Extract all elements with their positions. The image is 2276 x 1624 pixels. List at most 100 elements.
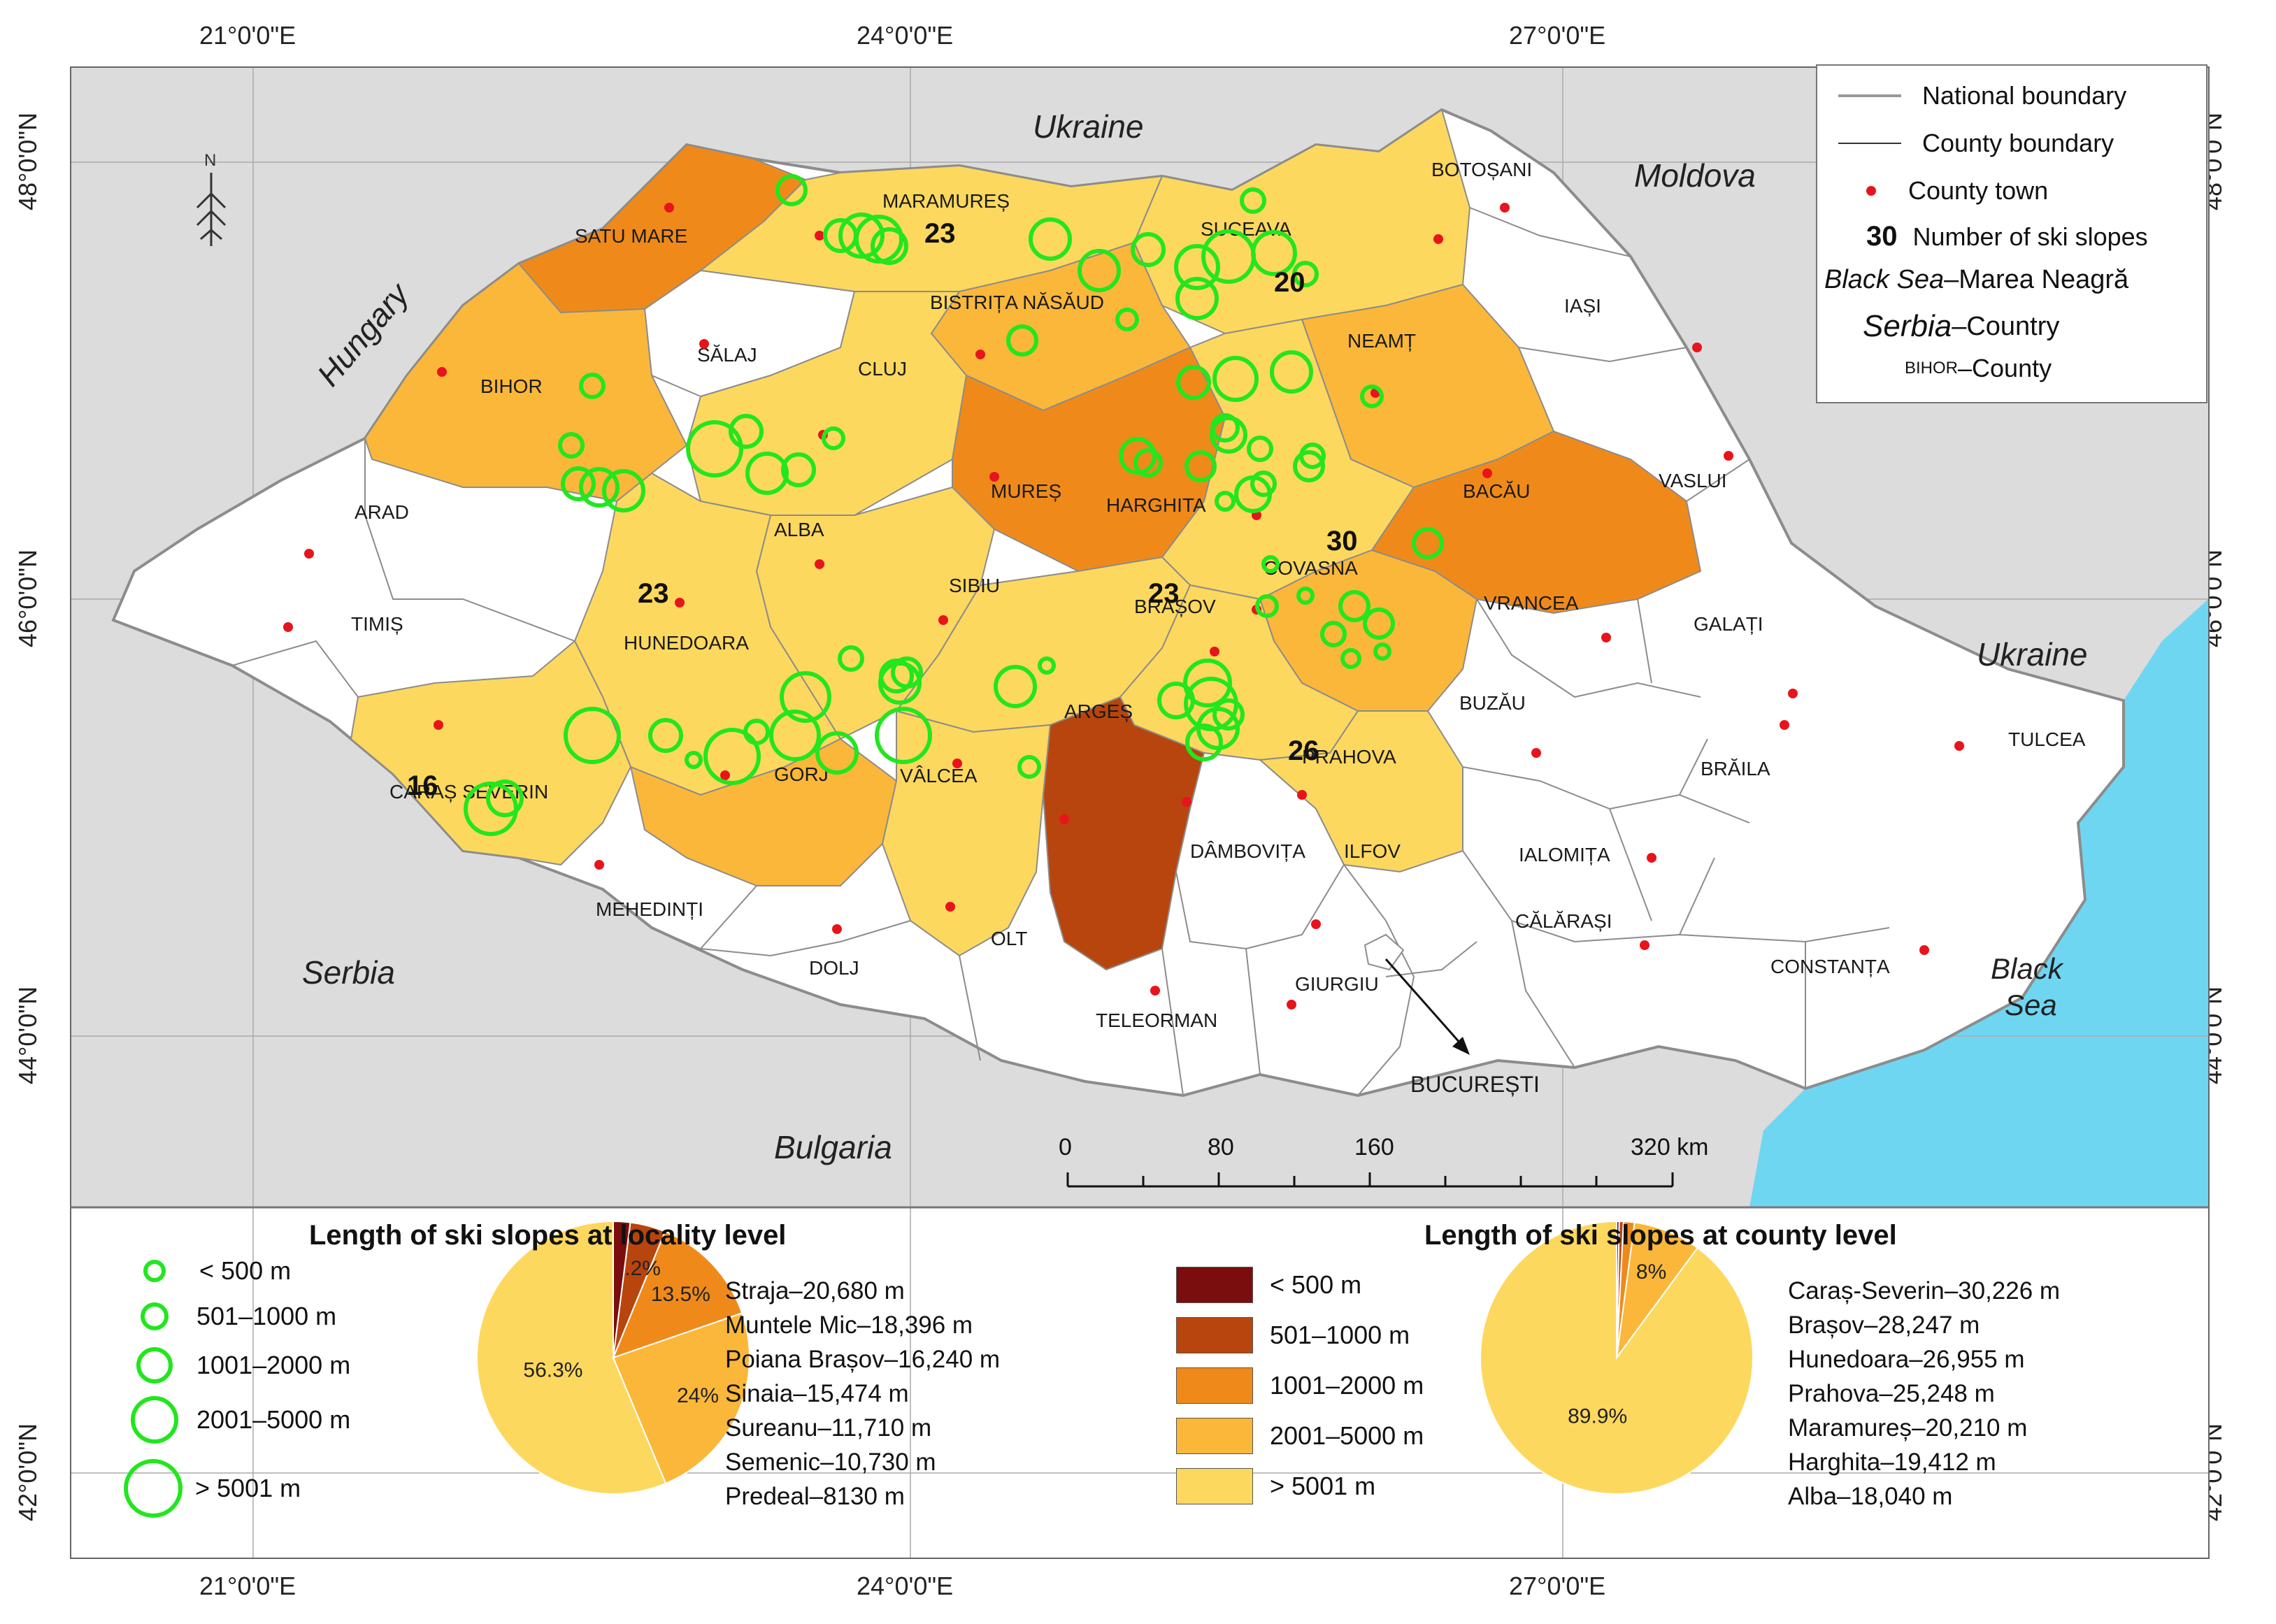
swatch-class-3 bbox=[1176, 1367, 1253, 1404]
label-buzau: BUZĂU bbox=[1459, 692, 1526, 714]
county-top-item: Maramureș–20,210 m bbox=[1788, 1414, 2028, 1442]
label-bacau: BACĂU bbox=[1463, 480, 1530, 502]
svg-text:N: N bbox=[204, 151, 216, 170]
county-top-item: Brașov–28,247 m bbox=[1788, 1312, 1980, 1339]
label-serbia: Serbia bbox=[302, 954, 395, 991]
label-ilfov: ILFOV bbox=[1344, 840, 1401, 862]
bucuresti-area bbox=[1364, 933, 1405, 971]
label-dolj: DOLJ bbox=[809, 957, 859, 979]
locality-top-item: Muntele Mic–18,396 m bbox=[725, 1312, 973, 1339]
graticule-left-46: 46°0'0"N bbox=[13, 549, 43, 648]
label-timis: TIMIȘ bbox=[351, 613, 403, 635]
label-gorj: GORJ bbox=[774, 763, 829, 785]
locality-class-4-label: 2001–5000 m bbox=[196, 1405, 351, 1434]
locality-class-5-label: > 5001 m bbox=[195, 1474, 301, 1502]
county-class-3: 1001–2000 m bbox=[1176, 1367, 1424, 1404]
label-brasov: BRAȘOV bbox=[1134, 596, 1216, 617]
map-frame: Ukraine Moldova Hungary Ukraine Serbia B… bbox=[70, 64, 2210, 1559]
county-town-dot-icon bbox=[1866, 186, 1876, 196]
county-top-list: Caraș-Severin–30,226 m Brașov–28,247 m H… bbox=[1788, 1274, 2060, 1514]
label-vaslui: VASLUI bbox=[1659, 470, 1727, 491]
locality-top-item: Sureanu–11,710 m bbox=[725, 1414, 932, 1442]
pie-slice bbox=[476, 1220, 667, 1495]
label-calarasi: CĂLĂRAȘI bbox=[1515, 910, 1612, 932]
pie-chart-county: 89.9% 8% bbox=[1480, 1220, 1754, 1495]
label-neamt: NEAMȚ bbox=[1347, 330, 1416, 352]
scale-label-80: 80 bbox=[1208, 1134, 1234, 1160]
locality-class-1-label: < 500 m bbox=[199, 1256, 292, 1285]
legend-count-label: Number of ski slopes bbox=[1912, 222, 2148, 251]
label-iasi: IAȘI bbox=[1564, 295, 1601, 317]
label-arad: ARAD bbox=[355, 501, 409, 523]
pie-slice bbox=[613, 1220, 631, 1358]
label-harghita: HARGHITA bbox=[1106, 494, 1206, 516]
county-arges bbox=[1042, 696, 1205, 971]
label-maramures: MARAMUREȘ bbox=[882, 190, 1010, 212]
county-top-item: Harghita–19,412 m bbox=[1788, 1449, 1996, 1476]
label-bistrita: BISTRIȚA NĂSĂUD bbox=[930, 292, 1104, 313]
county-boundary-line bbox=[1838, 143, 1901, 144]
count-brasov: 23 bbox=[1148, 578, 1180, 609]
pie-chart-locality: 56.3%24%13.5%4.2% bbox=[476, 1220, 750, 1495]
pie-slice-label: 8% bbox=[1636, 1260, 1666, 1284]
national-boundary-line bbox=[1838, 94, 1901, 97]
label-ukraine-north: Ukraine bbox=[1033, 108, 1144, 145]
legend-slope-count: 30 Number of ski slopes bbox=[1838, 221, 2148, 252]
label-teleorman: TELEORMAN bbox=[1096, 1009, 1217, 1031]
locality-top-list: Straja–20,680 m Muntele Mic–18,396 m Poi… bbox=[725, 1274, 1000, 1514]
locality-panel-title: Length of ski slopes at locality level bbox=[309, 1220, 787, 1251]
label-black-sea-2: Sea bbox=[2005, 989, 2057, 1021]
swatch-class-4 bbox=[1176, 1418, 1253, 1454]
legend-national-boundary-label: National boundary bbox=[1922, 81, 2127, 110]
count-harghita: 30 bbox=[1326, 526, 1358, 556]
county-class-2-label: 501–1000 m bbox=[1270, 1321, 1410, 1349]
legend-county-example-small: BIHOR bbox=[1905, 359, 1959, 378]
legend-national-boundary: National boundary bbox=[1838, 81, 2126, 110]
legend-county-boundary-label: County boundary bbox=[1922, 129, 2114, 157]
locality-top-item: Sinaia–15,474 m bbox=[725, 1380, 909, 1407]
county-boundary-lines bbox=[231, 207, 1890, 1096]
ring-medium-small-icon bbox=[141, 1302, 169, 1330]
county-top-item: Caraș-Severin–30,226 m bbox=[1788, 1277, 2061, 1305]
count-suceava: 20 bbox=[1274, 267, 1305, 298]
pie-slice-label: 56.3% bbox=[523, 1358, 582, 1381]
county-labels: SATU MARE MARAMUREȘ SUCEAVA BOTOȘANI BIS… bbox=[351, 159, 2086, 1097]
locality-top-item: Semenic–10,730 m bbox=[725, 1449, 936, 1476]
county-top-item: Alba–18,040 m bbox=[1788, 1483, 1953, 1510]
county-bihor bbox=[364, 262, 688, 503]
legend-country-example: Serbia –Country bbox=[1863, 309, 2059, 344]
swatch-class-1 bbox=[1176, 1267, 1253, 1303]
county-class-1-label: < 500 m bbox=[1270, 1270, 1362, 1299]
scale-label-160: 160 bbox=[1354, 1134, 1394, 1160]
pie-slice-label: 89.9% bbox=[1568, 1404, 1627, 1428]
county-class-5: > 5001 m bbox=[1176, 1468, 1375, 1504]
label-prahova: PRAHOVA bbox=[1302, 746, 1396, 768]
county-class-4: 2001–5000 m bbox=[1176, 1418, 1424, 1454]
legend-sea-example-italic: Black Sea bbox=[1824, 265, 1945, 294]
graticule-bottom-24: 24°0'0"E bbox=[857, 1572, 954, 1600]
ring-small-icon bbox=[143, 1260, 166, 1282]
black-sea bbox=[1749, 599, 2208, 1207]
label-arges: ARGEȘ bbox=[1064, 700, 1133, 722]
bucuresti-arrowhead bbox=[1452, 1037, 1470, 1055]
locality-top-item: Poiana Brașov–16,240 m bbox=[725, 1346, 1001, 1373]
label-sibiu: SIBIU bbox=[949, 575, 1000, 596]
legend-county-example-suffix: –County bbox=[1958, 354, 2052, 382]
legend-country-example-suffix: –Country bbox=[1952, 311, 2060, 341]
pie-slice bbox=[1616, 1220, 1620, 1358]
label-hunedoara: HUNEDOARA bbox=[624, 632, 749, 654]
legend-sea-example: Black Sea –Marea Neagră bbox=[1824, 265, 2128, 295]
label-vrancea: VRANCEA bbox=[1484, 592, 1579, 614]
graticule-top-24: 24°0'0"E bbox=[857, 21, 954, 50]
label-moldova: Moldova bbox=[1634, 157, 1756, 194]
ring-large-icon bbox=[131, 1396, 178, 1444]
county-panel-title: Length of ski slopes at county level bbox=[1424, 1220, 1897, 1251]
swatch-class-2 bbox=[1176, 1317, 1253, 1353]
swatch-class-5 bbox=[1176, 1468, 1253, 1504]
label-mehedinti: MEHEDINȚI bbox=[596, 898, 703, 920]
label-bulgaria: Bulgaria bbox=[774, 1129, 892, 1165]
locality-class-2-label: 501–1000 m bbox=[196, 1302, 337, 1330]
pie-slice-label: 24% bbox=[677, 1384, 719, 1407]
label-botosani: BOTOȘANI bbox=[1431, 159, 1532, 180]
county-top-item: Prahova–25,248 m bbox=[1788, 1380, 1995, 1407]
